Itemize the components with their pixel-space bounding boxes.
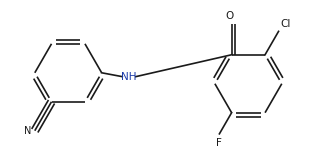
Text: NH: NH	[121, 72, 136, 82]
Text: O: O	[225, 11, 234, 21]
Text: F: F	[216, 138, 222, 148]
Text: N: N	[24, 126, 31, 136]
Text: Cl: Cl	[280, 19, 291, 29]
